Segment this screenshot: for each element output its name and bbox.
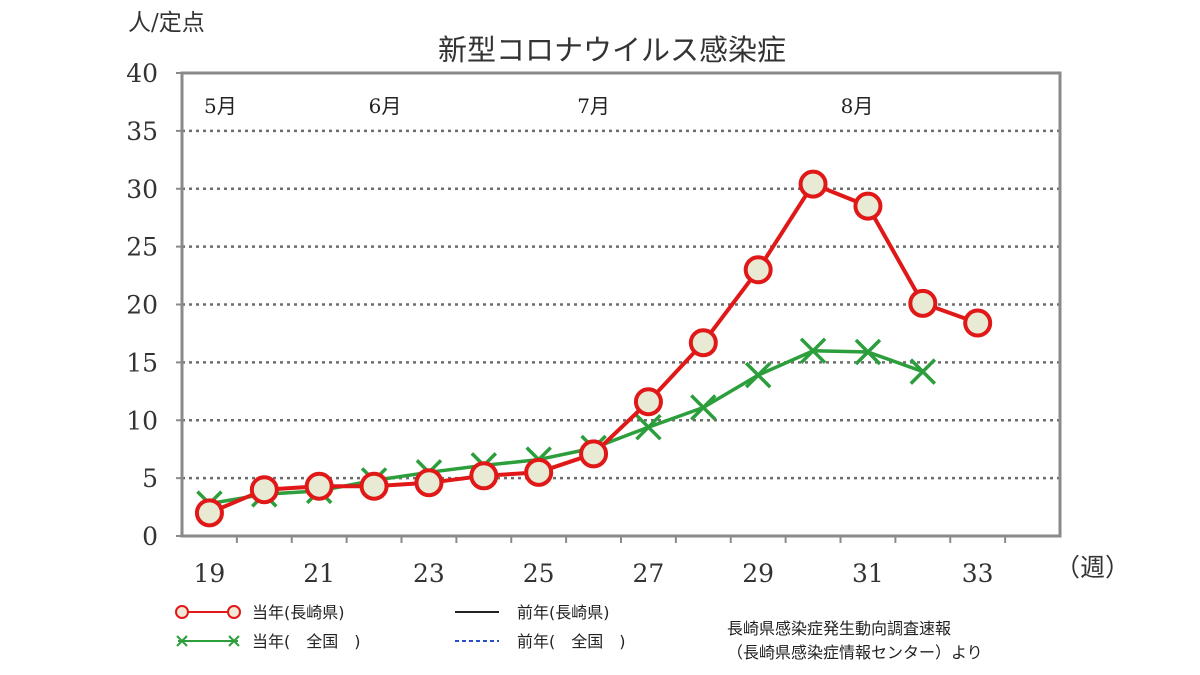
series-layer — [194, 169, 993, 528]
legend-label-2: 前年(長崎県) — [517, 603, 610, 622]
legend-label-4: 前年( 全国 ) — [517, 632, 626, 651]
series-1-point-4 — [359, 471, 389, 501]
x-tick-label-21: 21 — [303, 559, 335, 588]
y-tick-label-30: 30 — [126, 175, 158, 204]
y-tick-label-35: 35 — [126, 117, 158, 146]
month-labels: 5月 6月 7月 8月 — [204, 94, 873, 118]
legend-label-3: 当年( 全国 ) — [252, 632, 361, 651]
legend-item-4: 前年( 全国 ) — [455, 632, 626, 651]
x-tick-label-31: 31 — [852, 559, 884, 588]
series-1-point-3 — [304, 471, 334, 501]
y-tick-label-10: 10 — [126, 406, 158, 435]
month-label-2: 6月 — [369, 94, 402, 118]
series-2-point-10 — [690, 394, 717, 421]
series-1-point-9 — [633, 387, 663, 417]
source-note: 長崎県感染症発生動向調査速報 （長崎県感染症情報センター）より — [727, 619, 983, 662]
x-tick-label-25: 25 — [523, 559, 555, 588]
x-axis-ticks: 19 21 23 25 27 29 31 33 — [194, 536, 1007, 588]
legend-swatch-marker-1a — [175, 605, 189, 619]
legend-swatch-marker-3a — [176, 635, 188, 647]
legend-swatch-marker-3b — [228, 635, 240, 647]
x-tick-label-23: 23 — [413, 559, 445, 588]
y-tick-label-20: 20 — [126, 291, 158, 320]
series-1-point-8 — [579, 439, 609, 469]
y-tick-label-25: 25 — [126, 233, 158, 262]
x-tick-label-29: 29 — [742, 559, 774, 588]
series-1-point-12 — [798, 169, 828, 199]
series-2-point-9 — [635, 413, 662, 441]
series-1-point-11 — [743, 255, 773, 285]
x-tick-label-27: 27 — [633, 559, 665, 588]
month-label-1: 5月 — [204, 94, 237, 118]
series-1-point-15 — [963, 308, 993, 338]
y-axis-unit-label: 人/定点 — [128, 10, 205, 36]
x-axis-unit-label: （週） — [1055, 553, 1130, 582]
legend-item-2: 前年(長崎県) — [455, 603, 610, 622]
series-1-point-1 — [194, 498, 224, 528]
y-axis-ticks: 0 5 10 15 20 25 30 35 40 — [126, 59, 182, 551]
x-tick-label-19: 19 — [194, 559, 226, 588]
source-line-2: （長崎県感染症情報センター）より — [727, 643, 983, 662]
y-tick-label-0: 0 — [142, 522, 158, 551]
series-1-point-7 — [524, 457, 554, 487]
series-2-point-14 — [909, 358, 937, 385]
legend-swatch-marker-1b — [227, 605, 241, 619]
month-label-4: 8月 — [841, 94, 874, 118]
series-2-point-11 — [744, 361, 772, 389]
series-2-point-13 — [854, 338, 882, 366]
y-tick-label-40: 40 — [126, 59, 158, 88]
source-line-1: 長崎県感染症発生動向調査速報 — [727, 619, 951, 638]
legend-item-1: 当年(長崎県) — [175, 603, 345, 622]
series-1-point-6 — [469, 461, 499, 491]
series-1-point-10 — [688, 328, 718, 358]
series-1-point-5 — [414, 468, 444, 498]
y-tick-label-15: 15 — [126, 348, 158, 377]
legend-label-1: 当年(長崎県) — [252, 603, 345, 622]
series-2-point-12 — [799, 337, 827, 365]
series-1-point-13 — [853, 191, 883, 221]
legend: 当年(長崎県) 前年(長崎県) 当年( 全国 ) 前年( 全国 ) — [175, 603, 626, 651]
y-tick-label-5: 5 — [142, 464, 158, 493]
month-label-3: 7月 — [577, 94, 610, 118]
series-1-point-2 — [249, 475, 279, 505]
x-tick-label-33: 33 — [962, 559, 994, 588]
chart-title: 新型コロナウイルス感染症 — [438, 33, 786, 67]
series-1-point-14 — [908, 288, 938, 318]
legend-item-3: 当年( 全国 ) — [176, 632, 361, 651]
